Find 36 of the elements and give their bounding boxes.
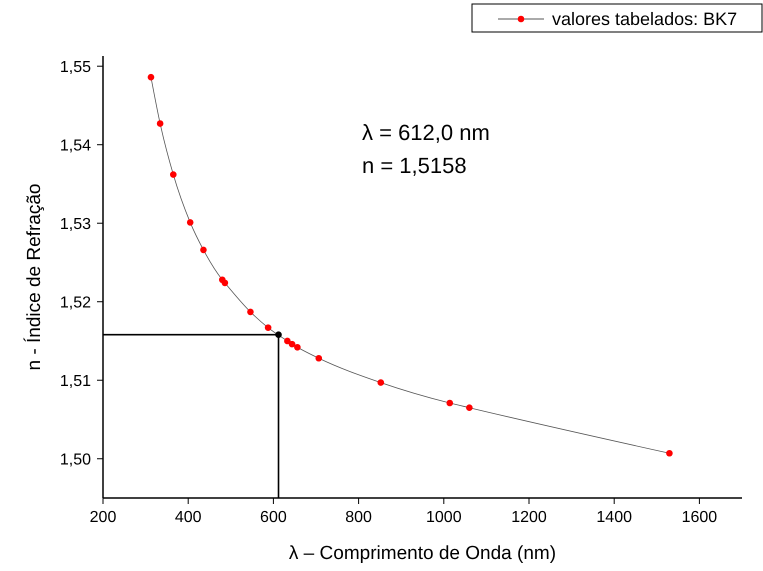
- y-tick-label: 1,55: [60, 59, 92, 76]
- point: [264, 324, 272, 331]
- point: [247, 308, 254, 316]
- legend-label: valores tabelados: BK7: [552, 9, 738, 29]
- point: [377, 379, 384, 386]
- annotation: λ = 612,0 nm: [362, 120, 490, 145]
- x-tick-label: 1200: [511, 509, 547, 526]
- x-axis-title: λ – Comprimento de Onda (nm): [288, 543, 556, 564]
- point: [294, 344, 301, 351]
- x-tick-label: 1600: [682, 509, 718, 526]
- point: [666, 450, 673, 457]
- point: [148, 74, 154, 80]
- y-axis-title: n - Índice de Refração: [23, 184, 45, 370]
- point: [200, 246, 207, 254]
- y-tick-label: 1,53: [60, 216, 92, 234]
- point: [170, 171, 177, 178]
- x-tick-label: 800: [345, 509, 372, 526]
- y-tick-label: 1,50: [60, 452, 92, 469]
- annotation: n = 1,5158: [362, 153, 467, 178]
- point: [222, 280, 228, 286]
- point: [288, 340, 296, 348]
- x-tick-label: 600: [260, 509, 287, 526]
- point: [446, 400, 454, 406]
- x-tick-label: 400: [174, 509, 202, 526]
- y-tick-label: 1,52: [60, 294, 92, 312]
- point: [284, 338, 291, 344]
- point: [466, 404, 473, 412]
- y-tick-label: 1,54: [60, 138, 92, 155]
- x-tick-label: 1400: [596, 509, 632, 526]
- point: [186, 219, 194, 226]
- point: [315, 354, 322, 362]
- x-tick-label: 200: [90, 509, 116, 526]
- x-tick-label: 1000: [426, 509, 462, 526]
- point: [156, 120, 164, 127]
- y-tick-label: 1,51: [60, 373, 92, 390]
- point: [275, 331, 282, 338]
